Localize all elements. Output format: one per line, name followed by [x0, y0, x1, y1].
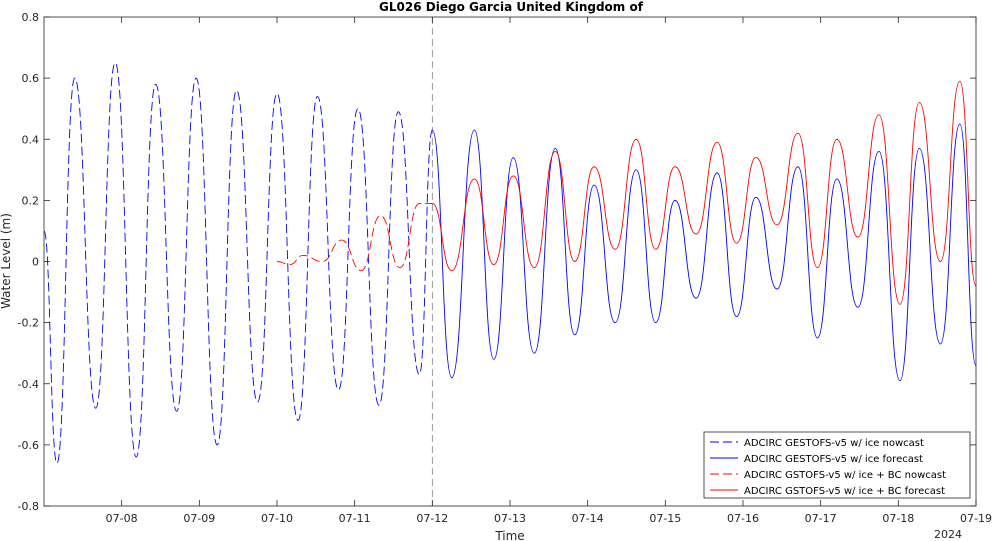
y-tick-label: 0.2: [22, 194, 40, 207]
legend-label-2: ADCIRC GESTOFS-v5 w/ ice forecast: [744, 454, 923, 465]
x-tick-label: 07-16: [727, 512, 759, 525]
x-tick-label: 07-12: [416, 512, 448, 525]
legend-label-3: ADCIRC GSTOFS-v5 w/ ice + BC nowcast: [744, 470, 946, 481]
x-tick-label: 07-19: [960, 512, 992, 525]
x-tick-label: 07-15: [649, 512, 681, 525]
y-tick-label: -0.8: [18, 500, 39, 513]
series-line-2: [431, 123, 977, 382]
x-tick-label: 07-18: [882, 512, 914, 525]
legend: ADCIRC GESTOFS-v5 w/ ice nowcast ADCIRC G…: [703, 431, 971, 499]
y-tick-label: -0.4: [18, 378, 39, 391]
y-tick-label: -0.2: [18, 317, 39, 330]
y-tick-label: 0.8: [22, 11, 40, 24]
year-label: 2024: [934, 528, 962, 541]
x-tick-label: 07-13: [494, 512, 526, 525]
series-line-4: [432, 80, 977, 305]
x-tick-label: 07-11: [339, 512, 371, 525]
y-tick-label: -0.6: [18, 439, 39, 452]
legend-box: [703, 431, 971, 499]
y-tick-label: 0: [32, 256, 39, 269]
chart-title: GL026 Diego Garcia United Kingdom of: [379, 0, 644, 14]
legend-label-4: ADCIRC GSTOFS-v5 w/ ice + BC forecast: [744, 486, 945, 497]
x-tick-label: 07-14: [572, 512, 604, 525]
y-axis-title: Water Level (m): [0, 213, 13, 309]
x-tick-label: 07-08: [106, 512, 138, 525]
x-axis-title: Time: [494, 529, 524, 541]
y-tick-label: 0.4: [22, 133, 40, 146]
y-tick-label: 0.6: [22, 72, 40, 85]
x-tick-label: 07-17: [805, 512, 837, 525]
series-line-1: [43, 62, 433, 464]
x-tick-label: 07-10: [261, 512, 293, 525]
series-line-3: [276, 202, 433, 272]
legend-label-1: ADCIRC GESTOFS-v5 w/ ice nowcast: [744, 438, 924, 449]
x-tick-label: 07-09: [183, 512, 215, 525]
